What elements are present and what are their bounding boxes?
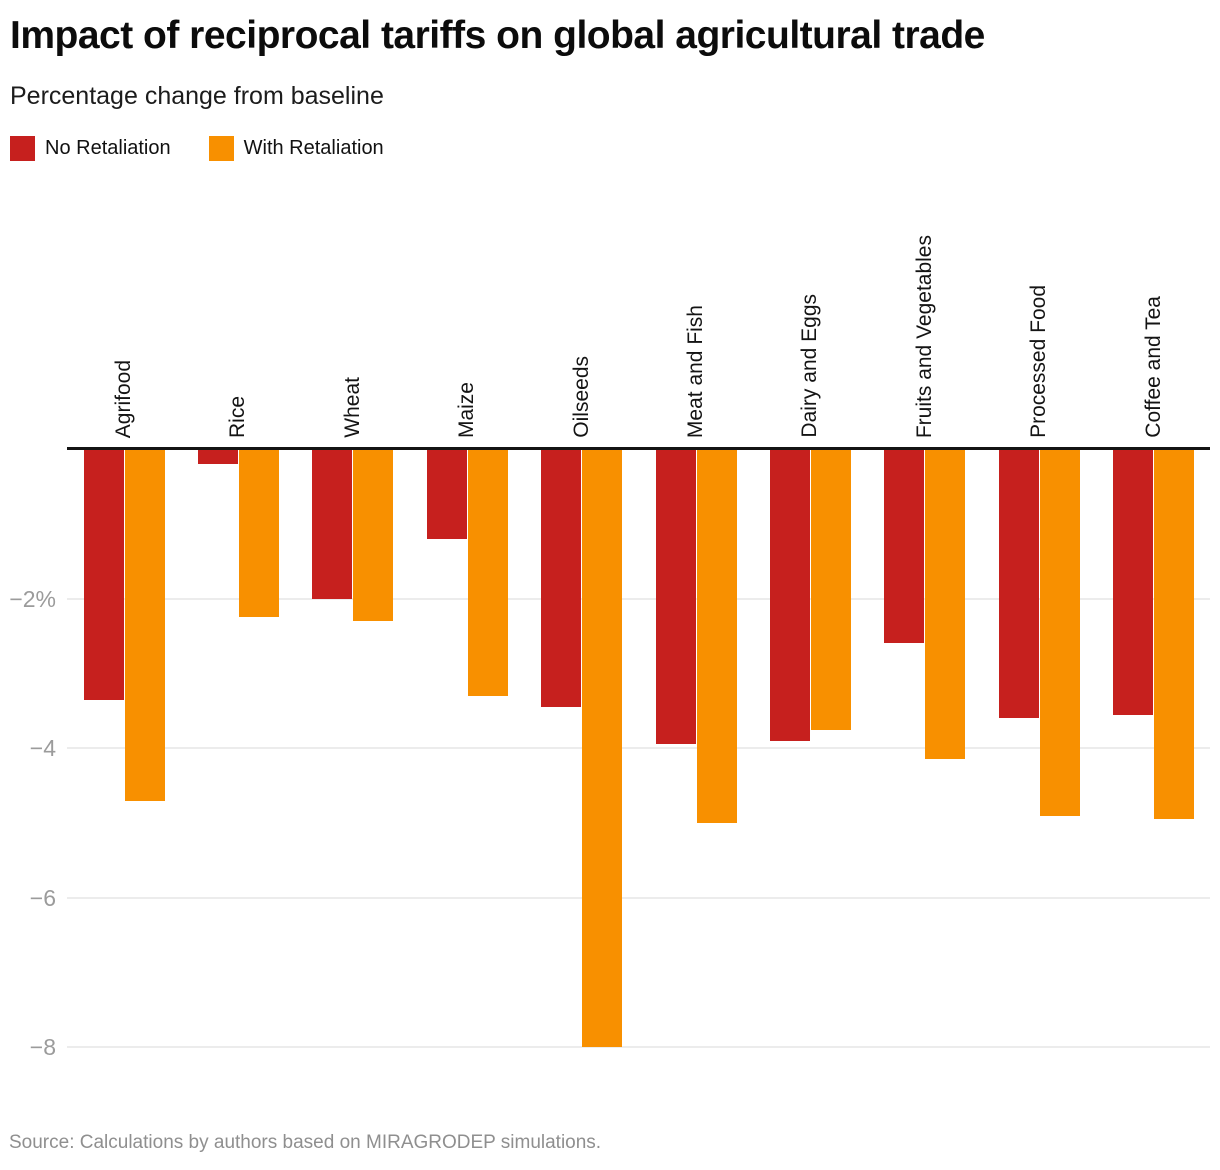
x-axis-label-8: Processed Food — [1027, 285, 1051, 438]
bar-with-retaliation-5 — [696, 450, 737, 823]
y-axis-tick-label: −4 — [29, 735, 56, 762]
bar-with-retaliation-7 — [925, 450, 966, 760]
legend-label-no-retaliation: No Retaliation — [45, 137, 171, 159]
x-axis-label-9: Coffee and Tea — [1141, 296, 1165, 438]
y-axis-tick-label: −6 — [29, 884, 56, 911]
x-axis-label-7: Fruits and Vegetables — [912, 234, 936, 438]
chart-title: Impact of reciprocal tariffs on global a… — [10, 14, 985, 57]
bar-no-retaliation-9 — [1113, 450, 1154, 715]
source-note: Source: Calculations by authors based on… — [9, 1132, 602, 1153]
gridline — [67, 597, 1210, 600]
x-axis-label-5: Meat and Fish — [684, 304, 707, 438]
bar-with-retaliation-2 — [353, 450, 394, 622]
bar-no-retaliation-8 — [998, 450, 1039, 719]
bar-no-retaliation-7 — [884, 450, 925, 644]
bar-with-retaliation-8 — [1039, 450, 1080, 816]
y-axis-tick-label: −2% — [9, 585, 56, 612]
legend-swatch-with-retaliation-icon — [208, 136, 234, 161]
bar-with-retaliation-9 — [1154, 450, 1195, 820]
gridline — [67, 1046, 1210, 1049]
bar-no-retaliation-0 — [83, 450, 124, 700]
bar-no-retaliation-2 — [312, 450, 353, 599]
x-axis-label-3: Maize — [455, 381, 479, 438]
x-axis-label-1: Rice — [226, 395, 250, 438]
y-axis-tick-label: −8 — [29, 1034, 56, 1061]
x-axis-label-0: Agrifood — [112, 359, 135, 438]
chart-subtitle: Percentage change from baseline — [10, 82, 384, 110]
x-axis-line — [67, 447, 1210, 450]
gridline — [67, 896, 1210, 899]
x-axis-label-4: Oilseeds — [569, 356, 593, 438]
bar-no-retaliation-4 — [541, 450, 582, 708]
bar-no-retaliation-1 — [197, 450, 238, 464]
legend-item-with-retaliation: With Retaliation — [208, 136, 384, 161]
legend-item-no-retaliation: No Retaliation — [10, 136, 171, 161]
bar-with-retaliation-1 — [238, 450, 279, 618]
legend-swatch-no-retaliation-icon — [10, 136, 35, 161]
bar-with-retaliation-3 — [467, 450, 508, 696]
x-axis-label-2: Wheat — [340, 377, 364, 438]
bar-with-retaliation-6 — [810, 450, 851, 730]
bar-no-retaliation-3 — [426, 450, 467, 539]
bar-with-retaliation-4 — [582, 450, 623, 1048]
x-axis-label-6: Dairy and Eggs — [798, 294, 822, 438]
gridline — [67, 747, 1210, 750]
legend-label-with-retaliation: With Retaliation — [243, 137, 384, 159]
bar-no-retaliation-6 — [769, 450, 810, 741]
bar-with-retaliation-0 — [124, 450, 165, 801]
legend: No Retaliation With Retaliation — [10, 136, 422, 161]
bar-no-retaliation-5 — [655, 450, 696, 745]
